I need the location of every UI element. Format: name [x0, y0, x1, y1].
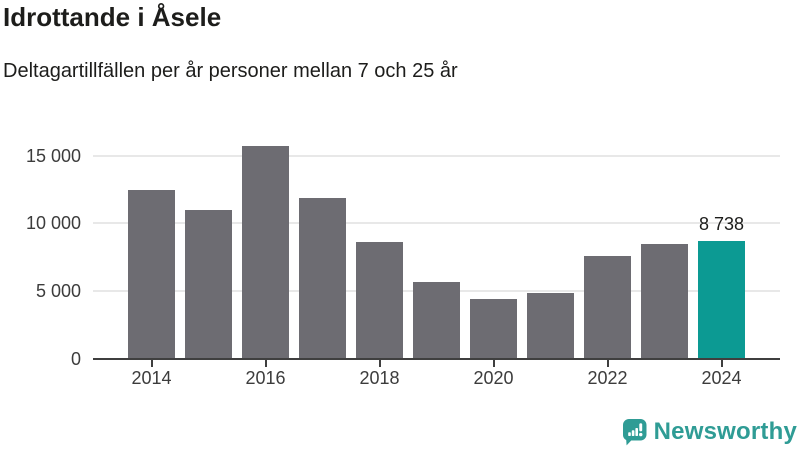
bar-2019	[413, 281, 460, 359]
x-tick-2024	[720, 360, 723, 367]
x-tick-2016	[264, 360, 267, 367]
x-axis-line	[93, 358, 780, 360]
x-axis-label-2014: 2014	[131, 368, 172, 388]
x-tick-2018	[378, 360, 381, 367]
x-axis-label-2018: 2018	[359, 368, 400, 388]
highlight-value-label: 8 738	[698, 213, 745, 234]
bar-2024	[698, 240, 745, 359]
logo-mini-bars	[627, 423, 643, 437]
bar-2020	[470, 299, 517, 359]
newsworthy-logo-icon	[622, 419, 647, 446]
x-tick-2014	[150, 360, 153, 367]
newsworthy-logo-text: Newsworthy	[653, 418, 797, 445]
x-axis-label-2024: 2024	[701, 368, 742, 388]
newsworthy-logo[interactable]: Newsworthy	[622, 418, 797, 446]
gridline-15000	[93, 154, 780, 157]
x-axis-label-2022: 2022	[587, 368, 628, 388]
bar-2014	[128, 189, 175, 359]
chart-subtitle: Deltagartillfällen per år personer mella…	[3, 60, 458, 82]
bar-2016	[242, 146, 289, 359]
y-axis-label-0: 0	[70, 349, 81, 369]
gridline-10000	[93, 222, 780, 225]
x-tick-2022	[606, 360, 609, 367]
bar-2021	[527, 292, 574, 359]
y-axis-label-15000: 15 000	[25, 145, 81, 166]
x-axis-label-2020: 2020	[473, 368, 514, 388]
x-tick-2020	[492, 360, 495, 367]
y-axis-label-5000: 5 000	[35, 281, 81, 302]
bar-2015	[185, 209, 232, 359]
x-axis-label-2016: 2016	[245, 368, 286, 388]
bar-2023	[641, 243, 688, 359]
chart-title: Idrottande i Åsele	[3, 2, 222, 32]
bar-2018	[356, 242, 403, 359]
y-axis-label-10000: 10 000	[25, 213, 81, 234]
bar-chart: 0 5 000 10 000 15 000 8 738 2014 2016 2018 2020 2…	[0, 139, 800, 404]
bar-2022	[584, 255, 631, 359]
bar-2017	[299, 197, 346, 359]
